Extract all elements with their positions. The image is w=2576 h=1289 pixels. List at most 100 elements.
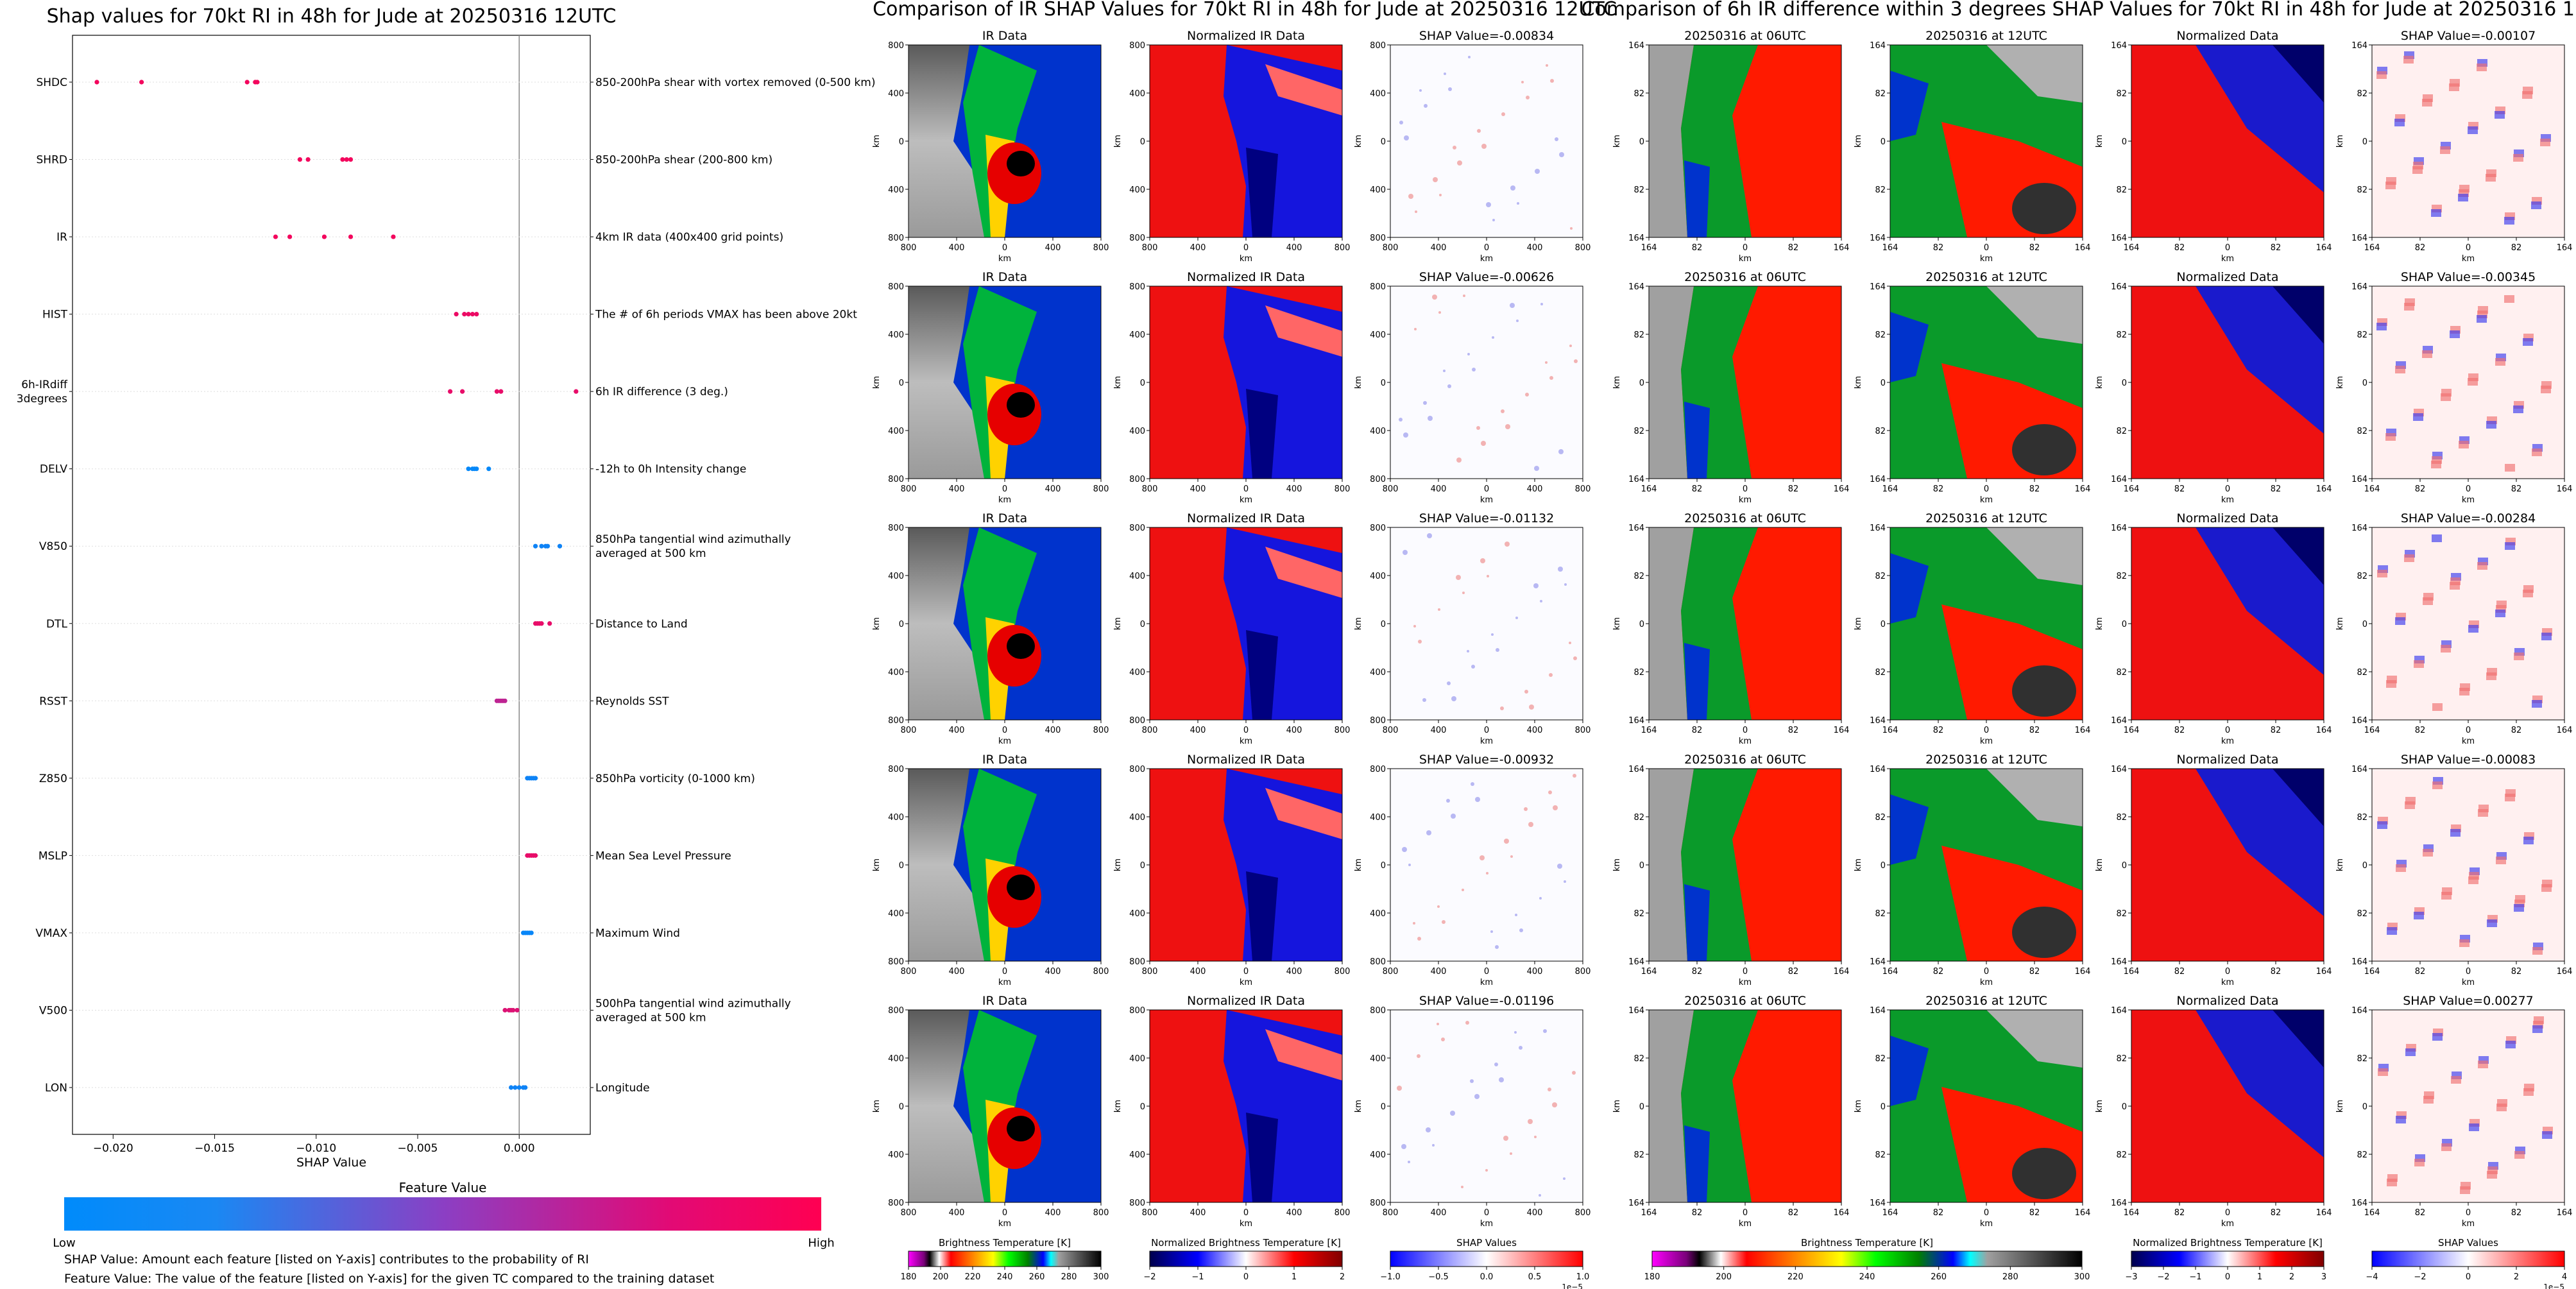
shap-speck xyxy=(1492,336,1494,339)
x-tick-label: 800 xyxy=(901,967,917,977)
x-tick-label: 400 xyxy=(949,967,965,977)
shap-speck xyxy=(1500,706,1504,710)
shap-speck xyxy=(1552,1102,1557,1107)
shap-speck xyxy=(1558,567,1563,572)
panel-title: Normalized Data xyxy=(2176,994,2278,1008)
shap-point xyxy=(462,312,467,317)
shap-speck xyxy=(1424,104,1428,108)
x-tick-label: 82 xyxy=(1788,484,1799,494)
shap-blob xyxy=(2505,542,2515,550)
x-tick-label: 800 xyxy=(1335,243,1351,253)
x-tick-label: 164 xyxy=(2316,1208,2332,1218)
y-tick-label: 0 xyxy=(1381,861,1386,871)
y-tick-label: 82 xyxy=(1633,909,1644,919)
x-tick-label: 164 xyxy=(1882,967,1898,977)
shap-blob xyxy=(2387,1179,2397,1186)
shap-speck xyxy=(1548,1088,1551,1091)
shap-point xyxy=(516,1085,522,1090)
shap-speck xyxy=(1471,665,1475,669)
y-tick-label: 400 xyxy=(1370,330,1386,340)
shap-speck xyxy=(1451,696,1456,701)
x-tick-label: 82 xyxy=(2511,967,2522,977)
y-tick-label: 164 xyxy=(1628,1006,1644,1016)
x-tick-label: 0 xyxy=(1484,1208,1489,1218)
y-tick-label: 0 xyxy=(1140,379,1145,388)
shap-point xyxy=(244,80,250,85)
x-axis-label: km xyxy=(1480,254,1493,264)
x-tick-label: 0 xyxy=(1484,243,1489,253)
shap-speck xyxy=(1402,847,1407,852)
x-tick-label: 0.000 xyxy=(504,1142,535,1155)
diff-blue xyxy=(1684,1125,1710,1202)
y-tick-label: 82 xyxy=(1875,668,1886,678)
shap-point xyxy=(460,389,465,394)
y-axis-label: km xyxy=(2095,1100,2104,1113)
y-tick-label: 82 xyxy=(2357,813,2367,823)
x-tick-label: 800 xyxy=(1093,243,1109,253)
panel-title: 20250316 at 06UTC xyxy=(1684,994,1806,1008)
y-tick-label: 82 xyxy=(2357,1150,2367,1160)
shap-point xyxy=(502,1007,508,1013)
y-axis-label: km xyxy=(2335,135,2345,148)
x-tick-label: −0.010 xyxy=(296,1142,336,1155)
norm-streak xyxy=(1265,788,1342,839)
feature-label: DELV xyxy=(40,463,67,476)
shap-blob xyxy=(2377,570,2387,577)
x-tick-label: 0 xyxy=(1484,726,1489,735)
panel-title: SHAP Value=-0.00083 xyxy=(2401,753,2536,767)
shap-speck xyxy=(1569,642,1571,644)
y-tick-label: 400 xyxy=(1129,572,1145,581)
shap-point xyxy=(454,312,459,317)
shap-blob xyxy=(2412,166,2423,174)
x-axis-label: km xyxy=(1480,1219,1493,1229)
shap-point xyxy=(470,312,475,317)
feature-label: DTL xyxy=(46,618,67,631)
y-tick-label: 400 xyxy=(1129,185,1145,195)
y-tick-label: 800 xyxy=(1370,957,1386,967)
shap-speck xyxy=(1481,144,1487,149)
colorbar-tick-label: 180 xyxy=(1644,1272,1660,1282)
norm-coldest xyxy=(1246,871,1278,961)
x-tick-label: 82 xyxy=(2174,726,2185,735)
norm-coldest xyxy=(1246,389,1278,479)
y-tick-label: 164 xyxy=(1628,41,1644,51)
shap-blob xyxy=(2495,358,2505,366)
shap-point xyxy=(474,466,479,472)
shap-blob xyxy=(2413,413,2423,421)
y-tick-label: 800 xyxy=(888,765,904,774)
shap-speck xyxy=(1432,1144,1435,1147)
panel-title: IR Data xyxy=(982,511,1027,525)
y-tick-label: 0 xyxy=(2362,137,2367,147)
shap-speck xyxy=(1550,79,1554,83)
shap-speck xyxy=(1486,872,1488,875)
shap-speck xyxy=(1446,799,1450,803)
x-tick-label: 164 xyxy=(2364,967,2380,977)
y-tick-label: 800 xyxy=(1370,282,1386,292)
y-tick-label: 400 xyxy=(1370,427,1386,436)
y-tick-label: 800 xyxy=(1129,1006,1145,1016)
diff-blue xyxy=(1890,553,1929,624)
shap-blob xyxy=(2486,174,2496,182)
y-tick-label: 400 xyxy=(1370,185,1386,195)
panel-title: 20250316 at 12UTC xyxy=(1925,753,2047,767)
y-axis-label: km xyxy=(1354,858,1363,871)
x-tick-label: 82 xyxy=(1933,726,1944,735)
y-tick-label: 82 xyxy=(1633,185,1644,195)
y-tick-label: 0 xyxy=(2362,1102,2367,1112)
y-tick-label: 82 xyxy=(2357,185,2367,195)
x-tick-label: 82 xyxy=(1933,967,1944,977)
y-tick-label: 164 xyxy=(1870,282,1886,292)
colorbar-tick-label: 260 xyxy=(1029,1272,1045,1282)
shap-speck xyxy=(1415,210,1417,213)
y-tick-label: 82 xyxy=(1633,330,1644,340)
x-tick-label: 82 xyxy=(2511,1208,2522,1218)
x-tick-label: 82 xyxy=(2511,726,2522,735)
shap-speck xyxy=(1553,805,1558,810)
shap-speck xyxy=(1524,690,1528,694)
shap-blob xyxy=(2395,366,2405,373)
shap-speck xyxy=(1399,121,1403,124)
x-tick-label: 164 xyxy=(2316,726,2332,735)
y-tick-label: 164 xyxy=(1870,524,1886,533)
shap-speck xyxy=(1413,922,1415,925)
feature-description: 500hPa tangential wind azimuthally xyxy=(595,997,791,1010)
